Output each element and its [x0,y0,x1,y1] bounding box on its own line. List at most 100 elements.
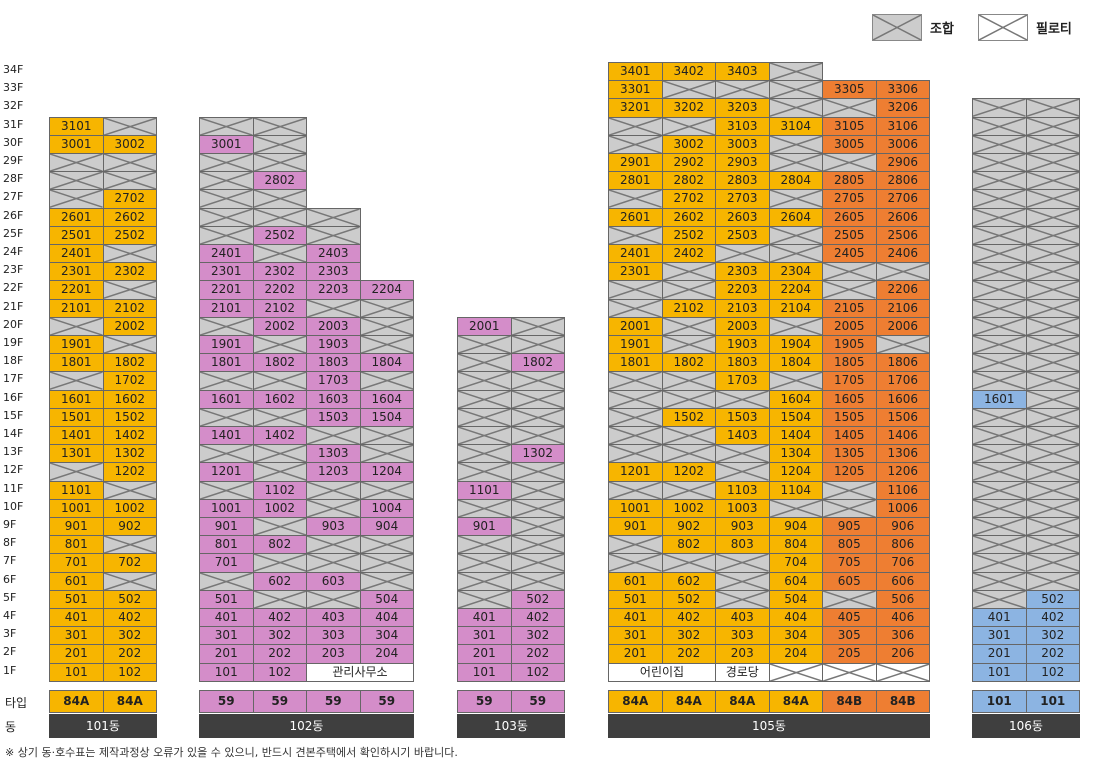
unit-1801: 1801 [49,353,104,373]
union-unit [715,462,770,482]
union-unit [972,462,1027,482]
unit-3401: 3401 [608,62,663,82]
union-unit [661,444,716,464]
unit-601: 601 [49,571,104,591]
floor-label: 11F [3,481,24,495]
union-unit [715,80,770,100]
union-unit [252,244,307,264]
legend-swatch [872,13,922,41]
unit-705: 705 [822,553,877,573]
union-unit [972,498,1027,518]
unit-type-label: 84A [715,690,770,713]
unit-401: 401 [457,608,512,628]
unit-2601: 2601 [608,207,663,227]
unit-902: 902 [661,517,716,537]
union-unit [661,316,716,336]
unit-1604: 1604 [768,389,823,409]
union-unit [822,589,877,609]
unit-1202: 1202 [661,462,716,482]
union-unit [608,298,663,318]
unit-2101: 2101 [49,298,104,318]
union-unit [972,244,1027,264]
unit-201: 201 [49,644,104,664]
unit-1604: 1604 [359,389,414,409]
unit-1004: 1004 [359,498,414,518]
unit-2203: 2203 [306,280,361,300]
unit-702: 702 [102,553,157,573]
union-unit [608,371,663,391]
unit-3203: 3203 [715,98,770,118]
union-unit [822,280,877,300]
union-unit [199,225,254,245]
unit-906: 906 [875,517,930,537]
unit-2005: 2005 [822,316,877,336]
unit-306: 306 [875,626,930,646]
unit-1801: 1801 [199,353,254,373]
unit-2503: 2503 [715,225,770,245]
unit-1803: 1803 [306,353,361,373]
union-unit [252,371,307,391]
piloti-cell [875,662,930,682]
unit-1502: 1502 [102,407,157,427]
unit-1305: 1305 [822,444,877,464]
unit-1002: 1002 [252,498,307,518]
floor-label: 25F [3,226,24,240]
floor-label: 29F [3,154,24,167]
union-unit [457,553,512,573]
unit-1506: 1506 [875,407,930,427]
union-unit [768,80,823,100]
unit-2302: 2302 [252,262,307,282]
unit-1801: 1801 [608,353,663,373]
unit-1106: 1106 [875,480,930,500]
union-unit [306,553,361,573]
unit-1206: 1206 [875,462,930,482]
union-unit [252,444,307,464]
union-unit [306,480,361,500]
union-unit [1025,353,1080,373]
unit-606: 606 [875,571,930,591]
floor-label: 22F [3,281,24,295]
unit-2505: 2505 [822,225,877,245]
unit-401: 401 [199,608,254,628]
floor-label: 18F [3,354,24,368]
union-unit [49,371,104,391]
floor-label: 31F [3,117,24,131]
union-unit [252,153,307,173]
unit-2202: 2202 [252,280,307,300]
unit-1401: 1401 [49,426,104,446]
unit-101: 101 [457,662,512,682]
unit-2001: 2001 [608,316,663,336]
unit-3301: 3301 [608,80,663,100]
unit-2002: 2002 [252,316,307,336]
unit-202: 202 [1025,644,1080,664]
unit-2303: 2303 [715,262,770,282]
unit-1502: 1502 [661,407,716,427]
unit-2301: 2301 [199,262,254,282]
unit-1202: 1202 [102,462,157,482]
union-unit [972,407,1027,427]
union-unit [715,553,770,573]
floor-label: 17F [3,372,24,386]
union-unit [972,535,1027,555]
unit-1806: 1806 [875,353,930,373]
unit-301: 301 [49,626,104,646]
unit-1104: 1104 [768,480,823,500]
unit-type-label: 101 [972,690,1027,713]
unit-1903: 1903 [715,335,770,355]
union-unit [822,480,877,500]
unit-3003: 3003 [715,134,770,154]
unit-2003: 2003 [715,316,770,336]
unit-203: 203 [306,644,361,664]
unit-2105: 2105 [822,298,877,318]
unit-3206: 3206 [875,98,930,118]
unit-1605: 1605 [822,389,877,409]
floor-label: 13F [3,445,24,459]
union-unit [252,134,307,154]
unit-type-label: 59 [306,690,361,713]
unit-2201: 2201 [199,280,254,300]
unit-1802: 1802 [102,353,157,373]
unit-402: 402 [1025,608,1080,628]
unit-2402: 2402 [661,244,716,264]
type-row-label: 타입 [5,696,28,710]
union-unit [608,553,663,573]
